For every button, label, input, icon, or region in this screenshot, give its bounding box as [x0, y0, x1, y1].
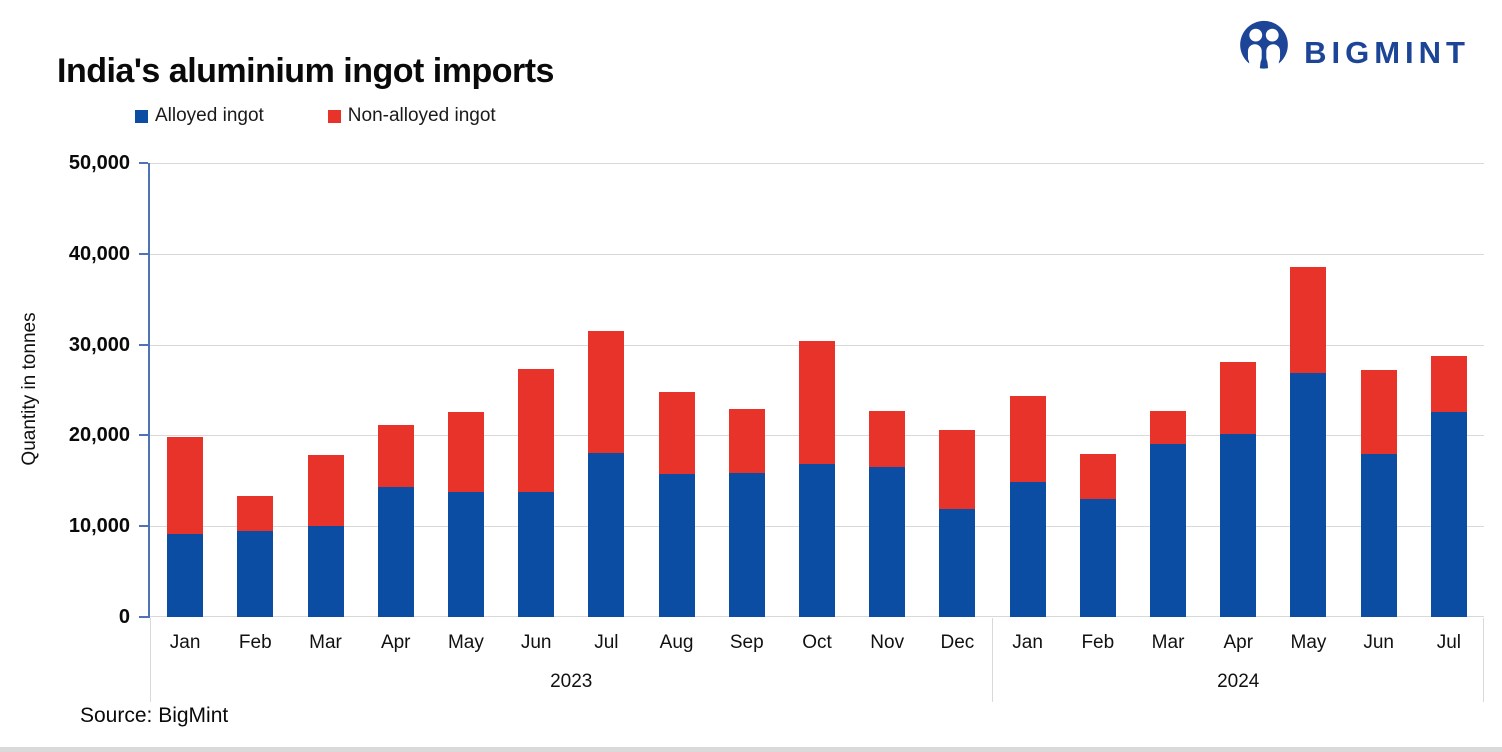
x-tick-label: Apr: [380, 632, 411, 653]
axis-group-separator: [150, 618, 151, 702]
bigmint-logo: BIGMINT: [1236, 20, 1470, 86]
page-title: India's aluminium ingot imports: [57, 52, 554, 90]
gridline: [150, 163, 1484, 164]
bar-segment-alloyed: [728, 472, 765, 617]
x-tick-label: Jul: [1436, 632, 1462, 653]
bar-segment-non-alloyed: [588, 330, 625, 453]
bar-segment-non-alloyed: [799, 340, 835, 464]
bar-segment-non-alloyed: [237, 496, 274, 531]
legend-item-non-alloyed: Non-alloyed ingot: [327, 105, 496, 127]
bigmint-logo-text: BIGMINT: [1304, 35, 1470, 70]
bar-segment-alloyed: [1360, 453, 1397, 617]
y-axis-tick: [139, 162, 148, 164]
bar-segment-non-alloyed: [869, 410, 906, 468]
bar-segment-alloyed: [1430, 411, 1467, 617]
bar-segment-alloyed: [377, 487, 414, 617]
bar-segment-non-alloyed: [1079, 454, 1116, 499]
bar-segment-non-alloyed: [1220, 361, 1257, 434]
bar-segment-alloyed: [447, 491, 484, 617]
legend-swatch-icon: [135, 109, 148, 123]
bar-segment-alloyed: [237, 530, 274, 617]
source-note: Source: BigMint: [80, 704, 229, 727]
x-tick-label: Nov: [870, 632, 905, 653]
bar-segment-non-alloyed: [307, 455, 344, 527]
bar-segment-non-alloyed: [1150, 410, 1187, 445]
y-tick-label: 50,000: [68, 152, 130, 174]
x-tick-label: Jun: [1363, 632, 1394, 653]
y-axis-title: Quantity in tonnes: [19, 312, 40, 466]
bar-segment-non-alloyed: [1430, 356, 1467, 412]
y-axis-line: [148, 163, 150, 618]
x-tick-label: Aug: [659, 632, 694, 653]
legend-item-alloyed: Alloyed ingot: [135, 105, 264, 127]
bar-segment-alloyed: [658, 474, 695, 617]
bar-segment-non-alloyed: [1290, 266, 1327, 373]
bigmint-logo-icon: [1240, 20, 1288, 79]
x-tick-label: Feb: [1081, 632, 1115, 653]
x-tick-label: Oct: [802, 632, 832, 653]
bar-segment-alloyed: [167, 534, 204, 617]
gridline: [150, 253, 1484, 255]
x-tick-label: Dec: [940, 632, 975, 653]
bar-segment-non-alloyed: [939, 429, 976, 509]
y-axis-tick: [139, 252, 148, 255]
x-tick-label: Sep: [729, 632, 764, 653]
year-label: 2024: [1217, 671, 1260, 692]
bar-segment-alloyed: [1079, 498, 1116, 617]
x-tick-label: Jan: [169, 632, 201, 653]
axis-group-separator: [991, 618, 993, 702]
y-axis-tick: [139, 343, 148, 346]
bar-segment-non-alloyed: [447, 411, 484, 492]
chart-legend: Alloyed ingot Non-alloyed ingot: [135, 105, 496, 127]
bar-segment-alloyed: [799, 463, 835, 617]
bar-segment-alloyed: [1150, 444, 1187, 617]
bar-segment-alloyed: [307, 526, 344, 617]
legend-label: Non-alloyed ingot: [347, 105, 496, 126]
x-tick-label: Jan: [1012, 632, 1043, 653]
x-tick-label: May: [1290, 632, 1327, 653]
bar-segment-alloyed: [1220, 433, 1257, 617]
bar-segment-alloyed: [518, 491, 555, 617]
y-axis-tick: [139, 525, 148, 528]
y-tick-label: 30,000: [68, 333, 130, 356]
bar-segment-non-alloyed: [377, 425, 414, 488]
axis-group-separator: [1483, 618, 1484, 702]
bar-segment-alloyed: [939, 508, 976, 617]
legend-swatch-icon: [327, 109, 341, 123]
bar-segment-alloyed: [588, 452, 625, 617]
bar-segment-alloyed: [1009, 481, 1046, 617]
x-tick-label: Jul: [594, 632, 619, 653]
x-tick-label: Feb: [238, 632, 272, 653]
y-tick-label: 40,000: [68, 242, 130, 265]
bar-segment-non-alloyed: [728, 409, 765, 473]
bar-segment-non-alloyed: [1009, 396, 1046, 482]
x-tick-label: Apr: [1223, 632, 1254, 653]
bottom-divider: [0, 747, 1502, 752]
y-axis-tick: [139, 616, 148, 618]
x-tick-label: May: [447, 632, 484, 653]
bar-segment-alloyed: [869, 467, 906, 617]
x-tick-label: Mar: [1151, 632, 1185, 653]
y-tick-label: 10,000: [68, 515, 130, 538]
y-tick-label: 20,000: [68, 424, 130, 447]
x-tick-label: Jun: [520, 632, 552, 653]
bar-segment-non-alloyed: [167, 437, 204, 535]
bar-segment-alloyed: [1290, 372, 1327, 617]
bar-segment-non-alloyed: [658, 391, 695, 475]
year-label: 2023: [550, 671, 593, 692]
y-axis-tick: [139, 434, 148, 437]
bar-segment-non-alloyed: [518, 369, 555, 492]
plot-area: 0 10,000 20,000 30,000 40,000 50,000 Jan Feb Mar…: [69, 152, 1484, 702]
y-tick-label: 0: [118, 606, 130, 628]
legend-label: Alloyed ingot: [155, 105, 264, 126]
bar-segment-non-alloyed: [1360, 370, 1397, 454]
x-tick-label: Mar: [309, 632, 342, 653]
